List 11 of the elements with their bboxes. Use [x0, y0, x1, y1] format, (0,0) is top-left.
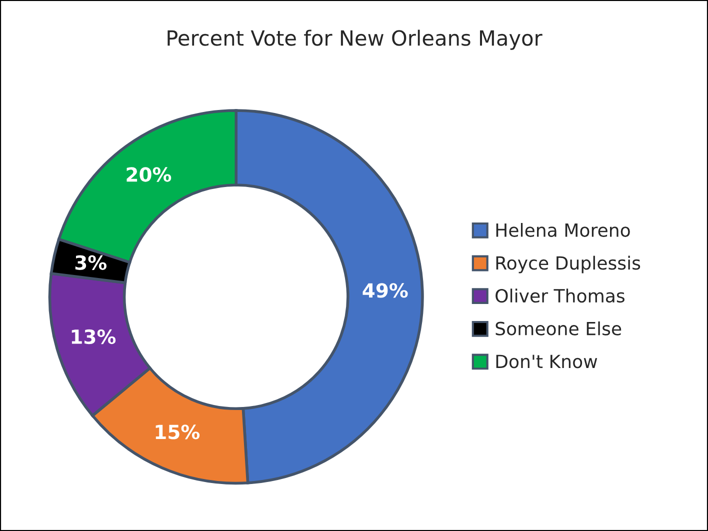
data-label: 13%: [72, 329, 116, 344]
data-label: 49%: [362, 283, 408, 298]
data-label: 20%: [126, 167, 172, 182]
legend-label: Royce Duplessis: [496, 256, 640, 274]
data-label: 15%: [156, 424, 200, 440]
data-label: 3%: [75, 255, 106, 270]
legend-label: Someone Else: [496, 321, 622, 336]
chart-title: Percent Vote for New Orleans Mayor: [168, 30, 542, 50]
legend-label: Oliver Thomas: [496, 288, 624, 303]
legend-label: Don't Know: [496, 354, 598, 368]
legend-label: Helena Moreno: [496, 222, 630, 237]
